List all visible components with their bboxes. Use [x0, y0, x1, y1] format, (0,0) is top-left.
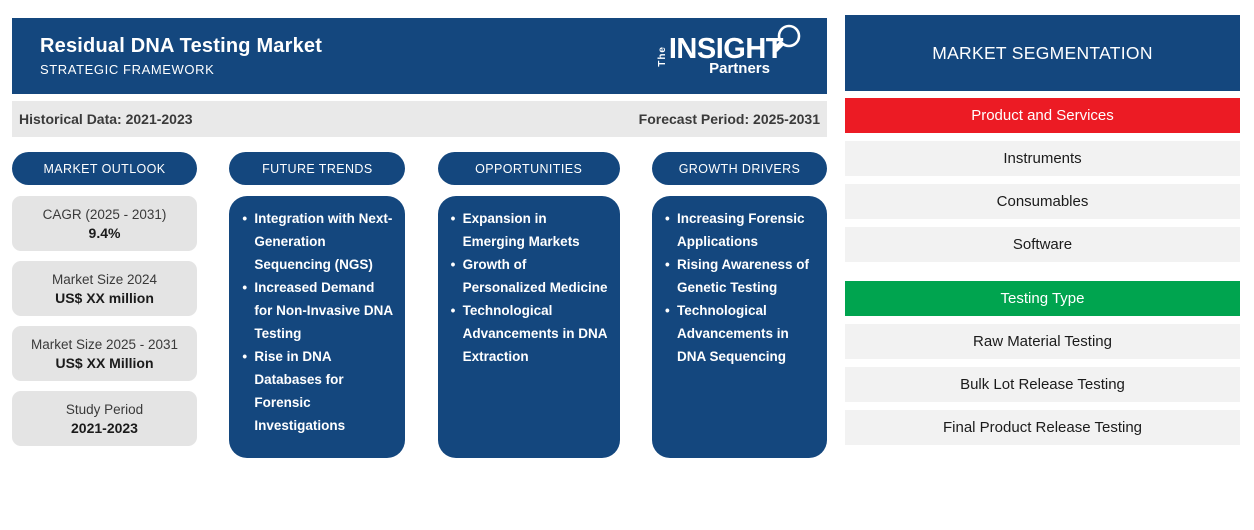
- period-strip: Historical Data: 2021-2023 Forecast Peri…: [12, 101, 827, 137]
- stat-value: 9.4%: [88, 224, 121, 241]
- bullet-item: Expansion in Emerging Markets: [451, 207, 608, 253]
- framework-columns: MARKET OUTLOOK CAGR (2025 - 2031) 9.4% M…: [12, 152, 827, 458]
- growth-drivers-pill: GROWTH DRIVERS: [651, 152, 827, 185]
- opportunities-card: Expansion in Emerging MarketsGrowth of P…: [437, 196, 620, 458]
- stat-value: US$ XX million: [55, 289, 154, 306]
- stat-box: Market Size 2025 - 2031 US$ XX Million: [12, 326, 197, 381]
- logo-word-the: The: [656, 45, 668, 67]
- opportunities-list: Expansion in Emerging MarketsGrowth of P…: [451, 207, 608, 368]
- market-outlook-pill: MARKET OUTLOOK: [12, 152, 197, 185]
- bullet-item: Technological Advancements in DNA Extrac…: [451, 299, 608, 368]
- stat-box: CAGR (2025 - 2031) 9.4%: [12, 196, 197, 251]
- stat-value: 2021-2023: [71, 419, 138, 436]
- title-block: Residual DNA Testing Market STRATEGIC FR…: [40, 35, 322, 77]
- forecast-period-label: Forecast Period: 2025-2031: [638, 111, 820, 127]
- growth-drivers-card: Increasing Forensic ApplicationsRising A…: [651, 196, 827, 458]
- stat-label: Study Period: [65, 401, 144, 417]
- market-outlook-column: MARKET OUTLOOK CAGR (2025 - 2031) 9.4% M…: [12, 152, 197, 458]
- segment-item: Final Product Release Testing: [845, 410, 1240, 445]
- future-trends-pill: FUTURE TRENDS: [229, 152, 406, 185]
- segment-group-testing-type: Testing Type: [845, 281, 1240, 316]
- page-subtitle: STRATEGIC FRAMEWORK: [40, 62, 215, 77]
- bullet-item: Increased Demand for Non-Invasive DNA Te…: [242, 276, 393, 345]
- logo-wordmark: INSIGHT Partners: [668, 33, 784, 77]
- segment-item: Raw Material Testing: [845, 324, 1240, 359]
- logo-word-partners: Partners: [709, 60, 770, 77]
- segment-group-product-and-services: Product and Services: [845, 98, 1240, 133]
- bullet-item: Increasing Forensic Applications: [665, 207, 815, 253]
- future-trends-card: Integration with Next-Generation Sequenc…: [229, 196, 406, 458]
- stat-label: CAGR (2025 - 2031): [42, 206, 167, 222]
- bullet-item: Rise in DNA Databases for Forensic Inves…: [242, 345, 393, 437]
- growth-drivers-column: GROWTH DRIVERS Increasing Forensic Appli…: [651, 152, 827, 458]
- bullet-item: Technological Advancements in DNA Sequen…: [665, 299, 815, 368]
- market-outlook-stats: CAGR (2025 - 2031) 9.4% Market Size 2024…: [12, 185, 197, 446]
- bullet-item: Rising Awareness of Genetic Testing: [665, 253, 815, 299]
- segment-item: Bulk Lot Release Testing: [845, 367, 1240, 402]
- page-title: Residual DNA Testing Market: [40, 35, 323, 57]
- logo-word-insight: INSIGHT: [668, 33, 784, 65]
- segment-item: Instruments: [845, 141, 1240, 176]
- segmentation-title: MARKET SEGMENTATION: [845, 15, 1240, 91]
- historical-data-label: Historical Data: 2021-2023: [19, 111, 193, 127]
- opportunities-column: OPPORTUNITIES Expansion in Emerging Mark…: [437, 152, 620, 458]
- magnifier-icon: [773, 24, 801, 52]
- growth-drivers-list: Increasing Forensic ApplicationsRising A…: [665, 207, 815, 368]
- insight-partners-logo: The INSIGHT Partners: [656, 24, 801, 77]
- opportunities-pill: OPPORTUNITIES: [437, 152, 620, 185]
- segment-item: Software: [845, 227, 1240, 262]
- product-and-services-items: Instruments Consumables Software: [845, 133, 1240, 262]
- stat-label: Market Size 2024: [51, 271, 158, 287]
- stat-box: Study Period 2021-2023: [12, 391, 197, 446]
- stat-label: Market Size 2025 - 2031: [30, 336, 179, 352]
- stat-value: US$ XX Million: [55, 354, 154, 371]
- testing-type-items: Raw Material Testing Bulk Lot Release Tes…: [845, 316, 1240, 445]
- bullet-item: Integration with Next-Generation Sequenc…: [242, 207, 393, 276]
- segment-item: Consumables: [845, 184, 1240, 219]
- future-trends-list: Integration with Next-Generation Sequenc…: [242, 207, 393, 437]
- future-trends-column: FUTURE TRENDS Integration with Next-Gene…: [229, 152, 406, 458]
- market-segmentation-panel: MARKET SEGMENTATION Product and Services…: [845, 15, 1240, 445]
- bullet-item: Growth of Personalized Medicine: [451, 253, 608, 299]
- report-header: Residual DNA Testing Market STRATEGIC FR…: [12, 18, 827, 94]
- stat-box: Market Size 2024 US$ XX million: [12, 261, 197, 316]
